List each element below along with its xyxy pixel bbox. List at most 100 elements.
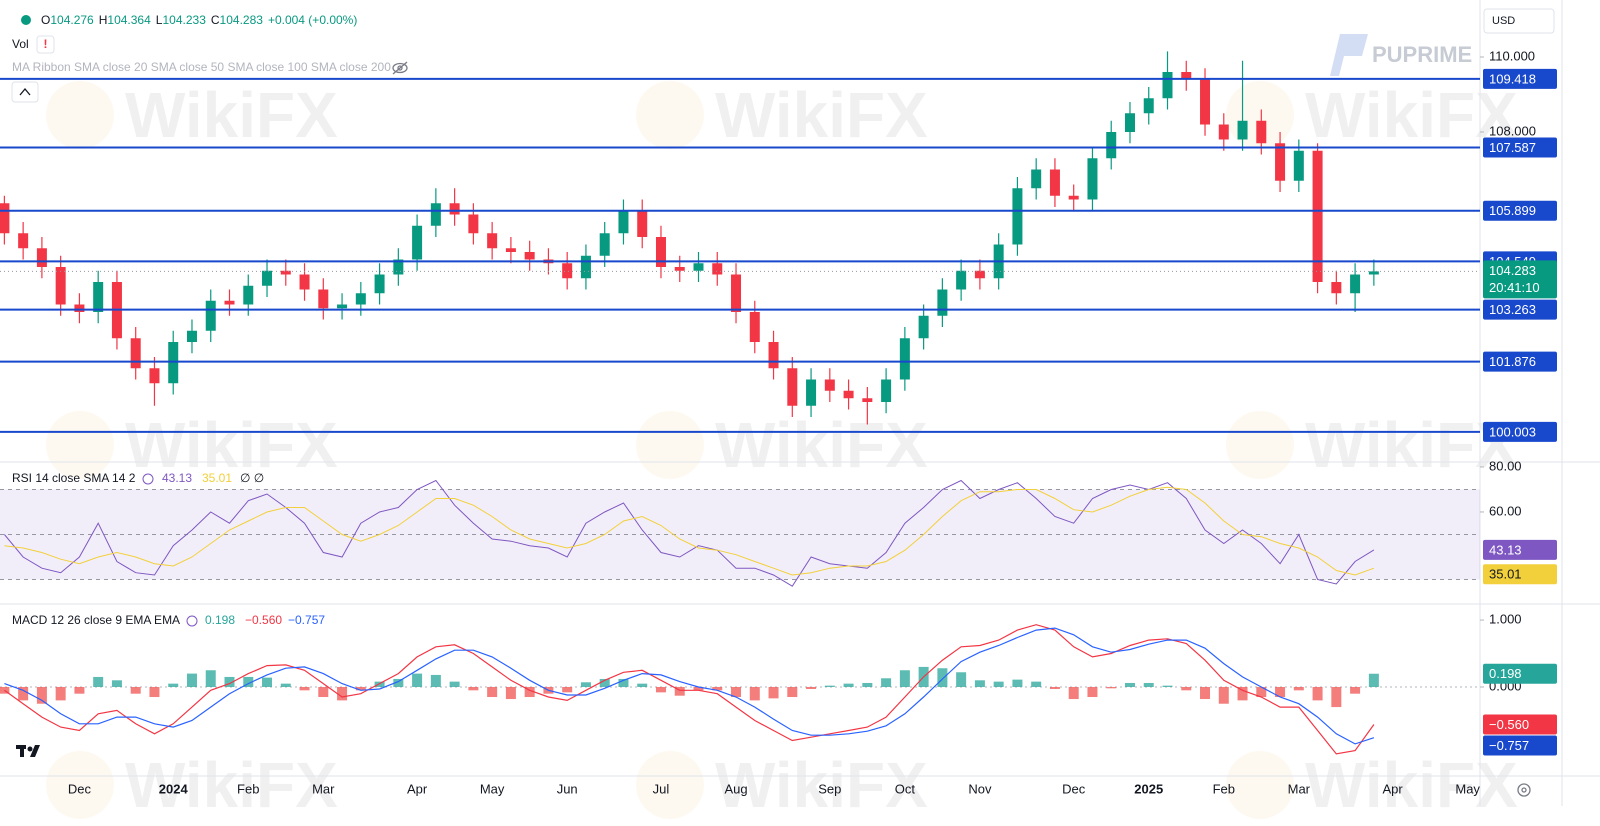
- histogram-bar: [1331, 686, 1342, 708]
- hidden-eye-icon[interactable]: [392, 61, 408, 75]
- ohlc-legend: O104.276 H104.364 L104.233 C104.283 +0.004 (…: [41, 13, 357, 27]
- watermark-logo: [636, 411, 704, 479]
- candle-body: [881, 379, 892, 402]
- watermark-logo: [636, 81, 704, 149]
- candle-body: [130, 338, 141, 369]
- h-label: H: [99, 13, 108, 27]
- histogram-bar: [355, 686, 366, 691]
- indicator-line: [4, 627, 1375, 745]
- candle-body: [974, 270, 985, 279]
- watermarks: WikiFX WikiFX WikiFX WikiFX WikiFX WikiFX Wiki…: [46, 79, 1518, 821]
- legend-value: −0.560: [245, 613, 282, 627]
- candle-body: [655, 237, 666, 267]
- candle-body: [1368, 271, 1379, 275]
- histogram-bar: [130, 686, 141, 694]
- candle-body: [0, 203, 10, 234]
- candle-body: [1124, 113, 1135, 132]
- indicator-line: [4, 486, 1375, 576]
- candle-body: [149, 368, 160, 384]
- histogram-bar: [1368, 673, 1379, 687]
- histogram-bar: [693, 686, 704, 691]
- watermark: WikiFX: [1305, 749, 1518, 821]
- x-tick-label: Mar: [312, 781, 335, 796]
- watermark: WikiFX: [1305, 79, 1518, 151]
- histogram-bar: [1275, 686, 1286, 698]
- histogram-bar: [168, 683, 179, 687]
- histogram-bar: [599, 678, 610, 687]
- histogram-bar: [655, 686, 666, 693]
- histogram-bar: [93, 676, 104, 687]
- histogram-bar: [318, 686, 329, 698]
- histogram-bar: [280, 683, 291, 687]
- rsi-sma-value-box: [1483, 564, 1557, 585]
- candle-body: [1031, 169, 1042, 189]
- histogram-bar: [674, 686, 685, 696]
- candle-body: [299, 274, 310, 290]
- tv-logo: [16, 745, 40, 757]
- histogram-bar: [1143, 682, 1154, 687]
- candle-body: [1012, 188, 1023, 245]
- status-dot: [21, 15, 31, 25]
- x-tick-label: May: [480, 781, 505, 796]
- x-tick-label: 2024: [159, 781, 189, 796]
- watermark: WikiFX: [125, 409, 338, 481]
- histogram-bar: [1031, 681, 1042, 687]
- candle-body: [562, 263, 573, 279]
- candle-body: [749, 312, 760, 342]
- candle-body: [1049, 169, 1060, 196]
- x-tick-label: Apr: [1383, 781, 1404, 796]
- settings-icon[interactable]: [1517, 783, 1531, 797]
- currency-select[interactable]: [1483, 8, 1555, 34]
- candle-body: [430, 203, 441, 226]
- ma-ribbon-label[interactable]: MA Ribbon SMA close 20 SMA close 50 SMA …: [12, 60, 391, 74]
- histogram-bar: [1162, 685, 1173, 687]
- x-tick-label: Apr: [407, 781, 428, 796]
- histogram-bar: [487, 686, 498, 698]
- y-tick-label: 1.000: [1489, 611, 1522, 626]
- countdown: 20:41:10: [1489, 280, 1540, 295]
- watermark: WikiFX: [715, 79, 928, 151]
- candle-body: [262, 270, 273, 286]
- x-tick-label: Aug: [724, 781, 747, 796]
- x-tick-label: Nov: [968, 781, 992, 796]
- histogram-bar: [412, 673, 423, 687]
- legend-settings[interactable]: [186, 615, 198, 627]
- candle-body: [806, 379, 817, 406]
- legend-value: 0.198: [205, 613, 235, 627]
- vol-warning[interactable]: [36, 35, 55, 54]
- candle-body: [468, 214, 479, 234]
- macd-value: −0.560: [1489, 717, 1529, 732]
- vol-label[interactable]: Vol: [12, 37, 29, 51]
- watermark-logo: [46, 81, 114, 149]
- histogram-bar: [843, 683, 854, 687]
- histogram-bar: [937, 668, 948, 687]
- legend-settings[interactable]: [142, 473, 154, 485]
- candle-body: [243, 285, 254, 305]
- histogram-bar: [55, 686, 66, 701]
- watermark-logo: [46, 751, 114, 819]
- legend-value: 35.01: [202, 471, 232, 485]
- collapse-button[interactable]: [11, 81, 39, 103]
- o-label: O: [41, 13, 50, 27]
- histogram-bar: [374, 681, 385, 687]
- histogram-bar: [1312, 686, 1323, 701]
- histogram-value: 0.198: [1489, 666, 1522, 681]
- candle-body: [1331, 282, 1342, 294]
- histogram-bar: [505, 686, 516, 700]
- x-tick-label: Oct: [895, 781, 916, 796]
- x-tick-label: Jul: [653, 781, 670, 796]
- candle-body: [712, 263, 723, 275]
- chart-body: [0, 0, 1600, 806]
- histogram-bar: [618, 678, 629, 687]
- candle-body: [36, 248, 47, 267]
- candle-body: [637, 210, 648, 237]
- close: 104.283: [220, 13, 264, 27]
- histogram-bar: [1068, 686, 1079, 700]
- histogram-value-box: [1483, 663, 1557, 684]
- last-price: 104.283: [1489, 263, 1536, 278]
- histogram-bar: [1237, 686, 1248, 701]
- candle-body: [843, 390, 854, 399]
- histogram-bar: [393, 678, 404, 687]
- candle-body: [956, 270, 967, 290]
